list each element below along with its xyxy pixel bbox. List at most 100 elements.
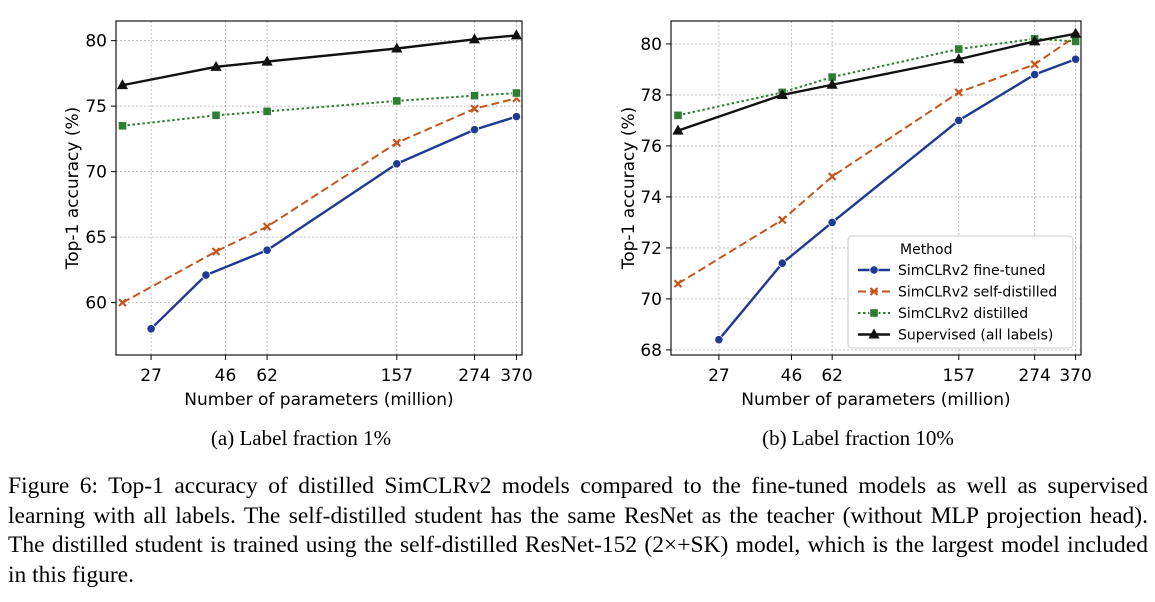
plot-frame (115, 20, 523, 356)
data-point-supervised-all-labels-0 (116, 79, 129, 90)
data-point-simclrv2-fine-tuned-1 (201, 270, 211, 280)
figure-canvas: 27 46 62 157 274 370 60 65 70 75 80 Number of param… (63, 20, 1092, 450)
series-line-simclrv2-distilled (677, 37, 1076, 117)
data-point-simclrv2-self-distilled-0 (673, 279, 683, 288)
legend-entry-simclrv2-fine-tuned: SimCLRv2 fine-tuned (858, 263, 1045, 279)
figure-caption: Figure 6: Top-1 accuracy of distilled Si… (8, 473, 1148, 588)
y-tick-label-78: 78 (640, 86, 662, 106)
data-point-supervised-all-labels-2 (261, 55, 273, 66)
y-tick-label-60: 60 (85, 294, 107, 314)
series-line-supervised-all-labels (122, 34, 517, 87)
data-point-simclrv2-distilled-1 (211, 110, 221, 120)
y-tick-label-72: 72 (640, 239, 662, 259)
data-point-simclrv2-fine-tuned-3 (392, 159, 402, 169)
subcaption: (b) Label fraction 10% (762, 426, 954, 450)
series-line-supervised-all-labels (677, 32, 1076, 132)
data-point-simclrv2-fine-tuned-0 (714, 335, 724, 345)
data-point-simclrv2-distilled-5 (511, 88, 522, 98)
series-line-simclrv2-distilled (122, 92, 517, 127)
data-point-simclrv2-distilled-4 (469, 91, 480, 101)
series-simclrv2-fine-tuned (146, 112, 522, 334)
data-point-supervised-all-labels-1 (776, 88, 788, 99)
y-tick-label-70: 70 (85, 163, 107, 183)
x-tick-label-62: 62 (256, 366, 278, 386)
data-point-simclrv2-distilled-2 (262, 106, 272, 116)
legend-entry-label: SimCLRv2 fine-tuned (898, 263, 1045, 279)
legend-entry-supervised-all-labels: Supervised (all labels) (858, 328, 1053, 344)
data-point-simclrv2-fine-tuned-4 (469, 125, 480, 135)
data-point-supervised-all-labels-3 (953, 53, 965, 64)
y-axis-label: Top-1 accuracy (%) (63, 107, 83, 271)
subcaption: (a) Label fraction 1% (211, 426, 391, 450)
data-point-simclrv2-distilled-0 (117, 121, 128, 131)
x-tick-label-274: 274 (1018, 366, 1050, 386)
data-point-supervised-all-labels-4 (468, 33, 481, 44)
series-simclrv2-fine-tuned (714, 54, 1081, 345)
x-tick-label-274: 274 (458, 366, 490, 386)
y-axis-label: Top-1 accuracy (%) (619, 107, 639, 271)
data-point-supervised-all-labels-5 (1069, 27, 1082, 38)
data-point-supervised-all-labels-0 (672, 124, 684, 135)
data-point-supervised-all-labels-1 (210, 60, 222, 71)
series-simclrv2-distilled (673, 34, 1081, 120)
data-point-simclrv2-self-distilled-1 (211, 247, 221, 256)
data-point-simclrv2-self-distilled-1 (778, 215, 787, 225)
chart-label-fraction-10: 27 46 62 157 274 370 68 70 72 74 76 78 80 Number of p… (619, 20, 1092, 450)
data-point-simclrv2-fine-tuned-4 (1030, 69, 1040, 80)
data-point-supervised-all-labels-2 (826, 78, 838, 89)
data-point-simclrv2-self-distilled-0 (118, 298, 127, 307)
series-line-simclrv2-fine-tuned (717, 58, 1077, 341)
x-tick-label-27: 27 (708, 366, 730, 386)
data-point-simclrv2-distilled-3 (954, 44, 964, 54)
y-tick-label-68: 68 (640, 341, 662, 361)
legend-marker-sample (869, 287, 879, 296)
data-point-supervised-all-labels-4 (1029, 35, 1041, 46)
series-supervised-all-labels (116, 29, 523, 90)
legend-marker-sample (868, 328, 880, 339)
data-point-simclrv2-self-distilled-2 (827, 172, 837, 181)
y-tick-label-80: 80 (640, 35, 662, 55)
plot-frame (670, 20, 1082, 356)
x-tick-label-62: 62 (821, 366, 843, 386)
series-line-simclrv2-self-distilled (677, 35, 1077, 285)
series-simclrv2-self-distilled (118, 94, 521, 307)
legend-entry-label: Supervised (all labels) (898, 328, 1053, 344)
data-point-simclrv2-self-distilled-2 (262, 222, 272, 231)
chart-label-fraction-1: 27 46 62 157 274 370 60 65 70 75 80 Number of param… (63, 20, 533, 450)
series-line-simclrv2-self-distilled (122, 97, 517, 304)
legend-box (847, 235, 1074, 349)
data-point-simclrv2-self-distilled-4 (470, 104, 479, 114)
x-axis-label: Number of parameters (million) (741, 390, 1010, 410)
x-tick-label-46: 46 (781, 366, 803, 386)
data-point-simclrv2-fine-tuned-5 (1070, 54, 1081, 64)
data-point-simclrv2-distilled-0 (673, 110, 683, 120)
legend-marker-sample (869, 265, 879, 275)
x-tick-label-27: 27 (140, 366, 162, 386)
data-point-simclrv2-fine-tuned-2 (827, 217, 837, 228)
x-tick-label-370: 370 (500, 366, 532, 386)
y-tick-label-65: 65 (85, 228, 107, 248)
legend-entry-label: SimCLRv2 distilled (898, 306, 1028, 322)
data-point-simclrv2-fine-tuned-2 (262, 245, 272, 255)
data-point-simclrv2-fine-tuned-5 (511, 112, 522, 122)
series-line-simclrv2-fine-tuned (150, 115, 517, 330)
legend-entry-simclrv2-distilled: SimCLRv2 distilled (858, 306, 1028, 322)
data-point-simclrv2-distilled-3 (392, 96, 402, 106)
x-tick-label-157: 157 (381, 366, 413, 386)
data-point-simclrv2-self-distilled-4 (1030, 60, 1039, 69)
legend: Method SimCLRv2 fine-tuned SimCLRv2 self-d… (847, 235, 1074, 349)
y-tick-label-70: 70 (640, 290, 662, 310)
data-point-simclrv2-self-distilled-3 (954, 88, 964, 97)
data-point-simclrv2-fine-tuned-3 (954, 115, 964, 126)
data-point-supervised-all-labels-5 (510, 29, 523, 40)
x-tick-label-157: 157 (943, 366, 975, 386)
x-axis-label: Number of parameters (million) (184, 390, 453, 410)
y-tick-label-74: 74 (640, 188, 662, 208)
legend-title: Method (900, 242, 953, 258)
x-tick-label-370: 370 (1059, 366, 1091, 386)
y-tick-label-80: 80 (85, 32, 107, 52)
data-point-simclrv2-distilled-5 (1070, 36, 1081, 46)
legend-marker-sample (869, 308, 879, 318)
x-tick-label-46: 46 (215, 366, 237, 386)
legend-entry-label: SimCLRv2 self-distilled (898, 285, 1057, 301)
